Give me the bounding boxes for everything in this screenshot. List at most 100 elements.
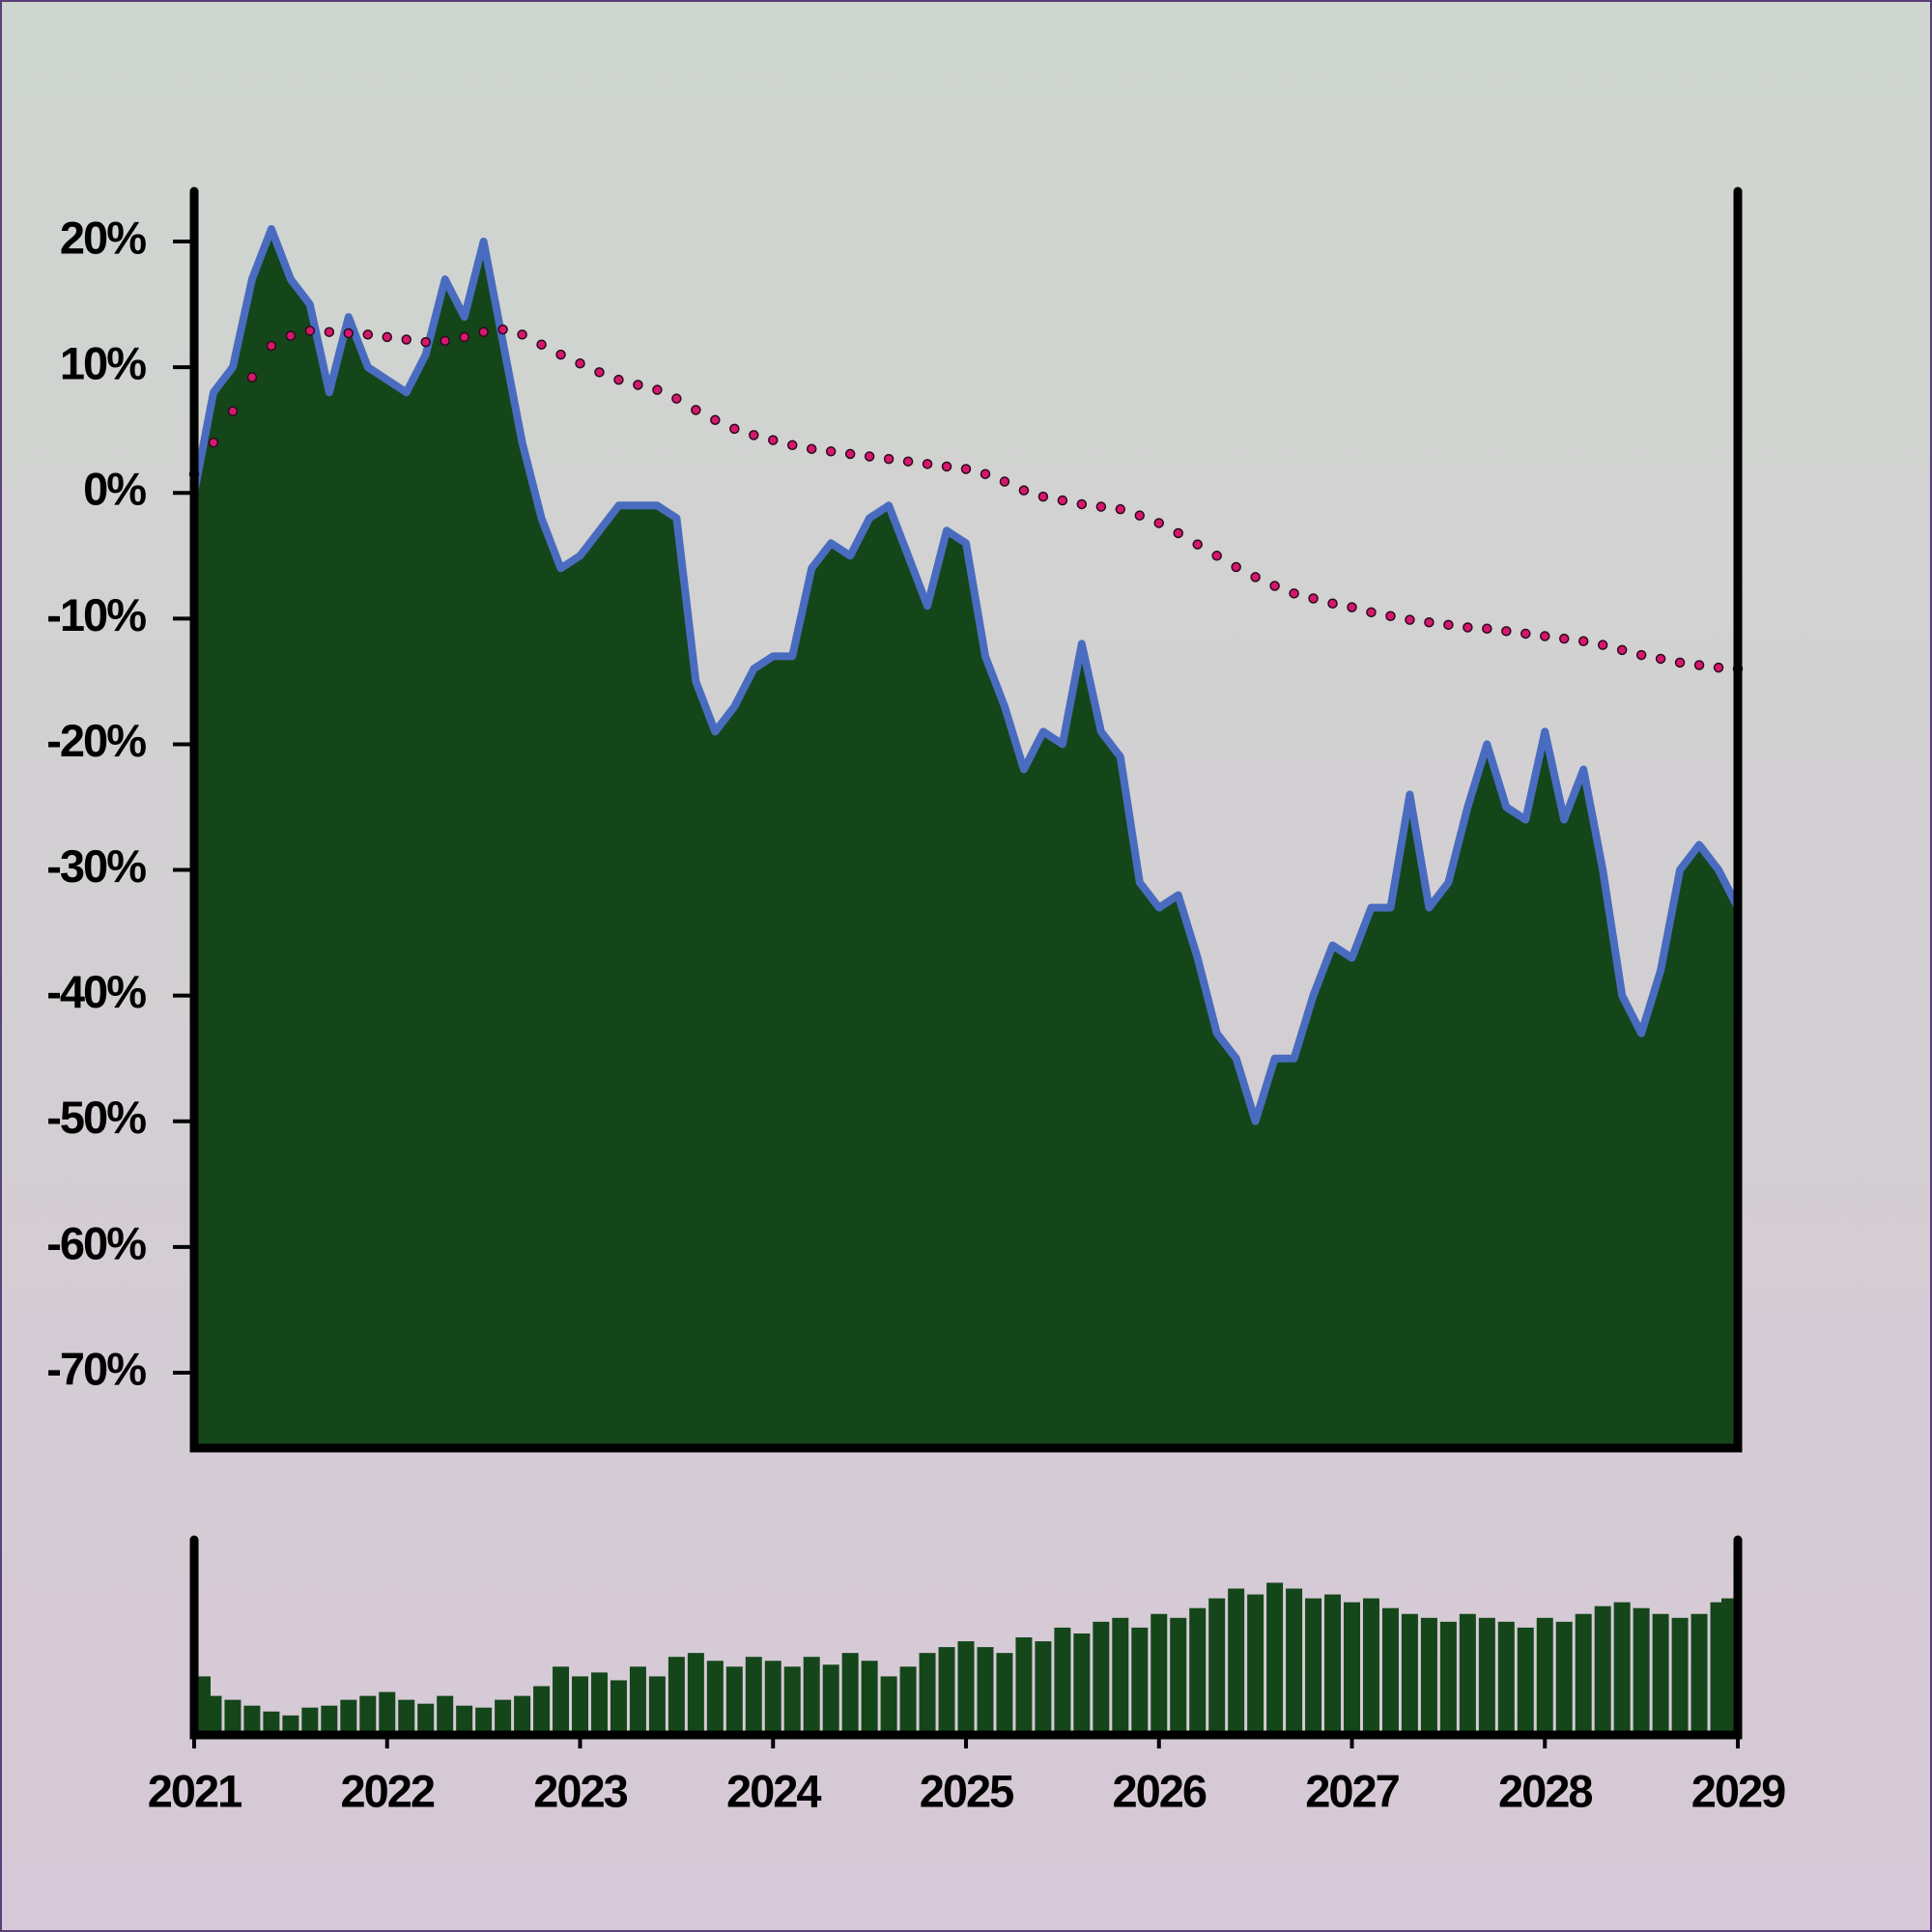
moving-average-dot [1192,539,1203,550]
y-tick-label: -50% [46,1092,146,1143]
moving-average-dot [902,456,914,467]
volume-bar [475,1707,493,1735]
volume-bar [610,1680,627,1735]
volume-bar [629,1666,646,1735]
moving-average-dot [1347,602,1357,612]
x-tick-label: 2024 [726,1765,821,1816]
moving-average-dot [1173,527,1183,539]
axis-frame [189,186,1743,1453]
volume-bar [1151,1613,1168,1735]
volume-bar [1362,1598,1379,1735]
volume-bar [1112,1617,1129,1735]
moving-average-dot [864,451,875,462]
moving-average-dot [922,459,933,469]
volume-bar [1459,1613,1476,1735]
moving-average-dot [844,448,856,460]
volume-bar [1381,1607,1399,1735]
volume-bar [379,1691,396,1735]
moving-average-dot [420,336,431,348]
volume-bar [1439,1621,1457,1735]
volume-bar [938,1647,955,1735]
moving-average-dot [883,453,895,465]
moving-average-dot [440,335,450,347]
moving-average-dot [652,384,663,395]
moving-average-dot [1463,622,1473,633]
volume-bar [243,1705,261,1735]
volume-bar [1536,1617,1553,1735]
area-fill [194,229,1738,1448]
volume-bar [861,1661,878,1735]
volume-bar [803,1657,820,1735]
volume-bar [359,1695,377,1735]
volume-bar [919,1653,936,1735]
moving-average-dot [285,330,297,341]
volume-bar [1189,1607,1207,1735]
x-tick-label: 2021 [148,1765,242,1816]
volume-bar [841,1653,859,1735]
volume-bar [437,1695,454,1735]
moving-average-dot [555,349,566,360]
volume-bar [899,1666,917,1735]
volume-bar [725,1666,743,1735]
volume-bar [880,1676,897,1735]
moving-average-dot [710,414,721,426]
moving-average-dot [382,331,392,343]
moving-average-dot [343,327,355,339]
volume-bar [224,1699,242,1735]
volume-bar [1420,1617,1437,1735]
volume-bar [1517,1627,1534,1735]
moving-average-dot [613,374,624,385]
moving-average-dot [304,326,316,336]
x-tick-label: 2029 [1691,1765,1785,1816]
moving-average-dot [1482,623,1492,634]
volume-bar [572,1676,588,1735]
moving-average-dot [208,437,219,448]
volume-bar [514,1695,531,1735]
moving-average-dot [594,367,605,378]
volume-bar [1228,1588,1245,1735]
moving-average-dot [806,443,817,454]
moving-average-dot [1501,626,1512,637]
y-tick-label: -10% [46,589,146,640]
volume-bar [1575,1613,1592,1735]
moving-average-dot [1674,657,1686,668]
moving-average-dot [1327,598,1338,609]
moving-average-dot [1597,639,1608,650]
volume-bar [1305,1598,1322,1735]
volume-bar [977,1647,994,1735]
volume-bar [1671,1617,1689,1735]
x-tick-label: 2028 [1498,1765,1592,1816]
moving-average-dot [1405,614,1415,625]
volume-bar [553,1666,570,1735]
volume-bar [1478,1617,1495,1735]
moving-average-dot [362,329,374,340]
moving-average-dot [536,339,547,350]
axis-frame [189,1535,1743,1740]
volume-bar [1613,1602,1631,1735]
moving-average-dot [1308,593,1319,604]
y-tick-label: -20% [46,715,146,766]
moving-average-dot [324,327,335,337]
moving-average-dot [1693,660,1705,670]
moving-average-dot [1366,607,1377,618]
volume-bar [456,1705,473,1735]
moving-average-dot [1057,495,1068,506]
moving-average-dot [768,435,779,445]
volume-bar [533,1686,551,1735]
moving-average-dot [1635,649,1647,661]
volume-bar [1401,1613,1418,1735]
y-tick-label: -60% [46,1217,146,1268]
moving-average-dot [671,393,682,404]
volume-bar [398,1699,415,1735]
volume-bar [590,1672,608,1735]
volume-bar [1633,1607,1650,1735]
moving-average-dot [1037,491,1049,502]
moving-average-dot [941,461,952,472]
volume-bar [764,1661,781,1735]
y-tick-label: -30% [46,840,146,892]
volume-bar [340,1699,357,1735]
volume-bar [1247,1594,1264,1735]
x-tick-label: 2027 [1305,1765,1399,1816]
area-line [190,225,1742,1125]
